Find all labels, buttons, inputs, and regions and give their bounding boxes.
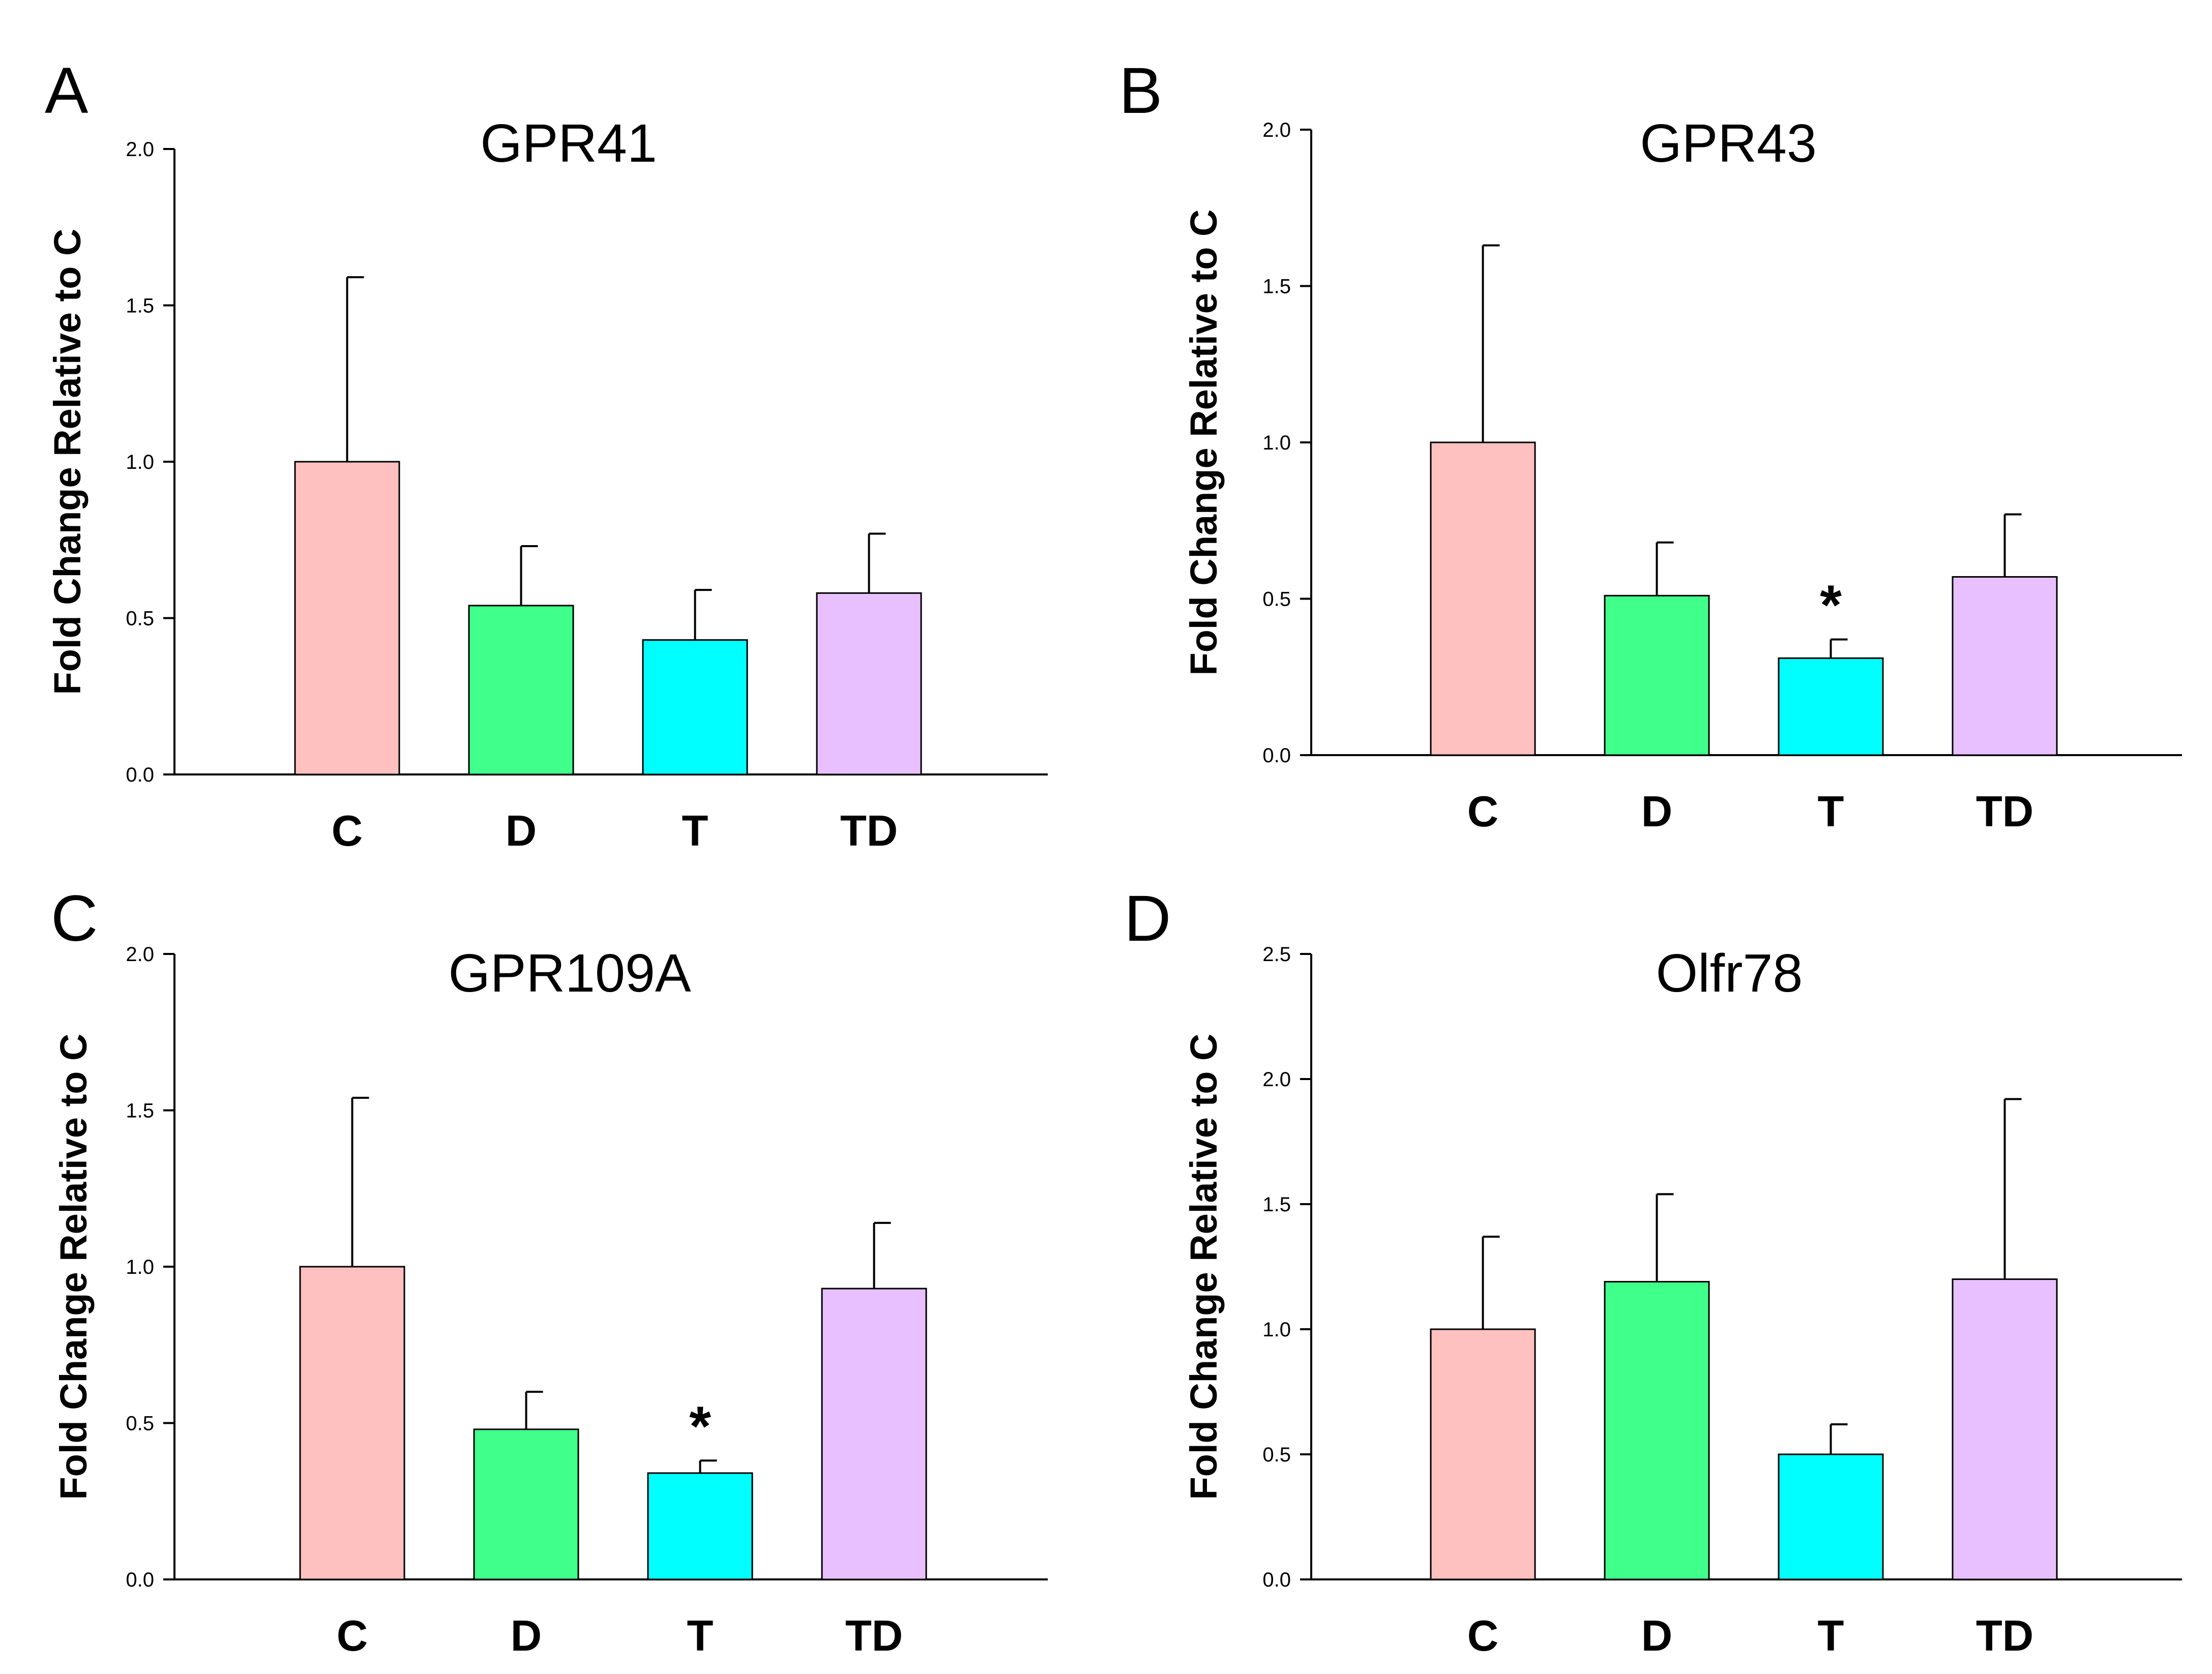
y-tick-label: 0.0: [1262, 1569, 1291, 1591]
category-label-t: T: [1818, 788, 1844, 836]
bar-t: [647, 1472, 753, 1580]
bar-td: [821, 1288, 927, 1580]
chart-panel-d: D Olfr78 Fold Change Relative to C 0.0 0.5 1.…: [1124, 882, 2182, 1660]
chart-title: GPR41: [480, 113, 657, 173]
y-axis-label: Fold Change Relative to C: [46, 229, 89, 695]
category-label-c: C: [1467, 788, 1498, 836]
y-tick-label: 1.0: [1262, 1319, 1291, 1341]
y-tick-label: 2.5: [1262, 943, 1291, 966]
chart-title: GPR109A: [448, 943, 691, 1003]
y-tick-label: 1.5: [1262, 276, 1291, 298]
category-label-d: D: [506, 807, 537, 855]
chart-panel-c: C GPR109A Fold Change Relative to C 0.0 0.5 1…: [51, 882, 1048, 1660]
y-tick-label: 0.5: [126, 1413, 154, 1435]
bar-c: [1430, 1328, 1536, 1580]
chart-panel-b: B GPR43 Fold Change Relative to C 0.0 0.5 1.0…: [1119, 54, 2182, 836]
y-tick-label: 2.0: [126, 943, 154, 966]
y-tick-label: 2.0: [1262, 119, 1291, 141]
category-label-c: C: [1467, 1612, 1498, 1660]
bar-t: [1778, 1453, 1884, 1580]
y-tick-label: 1.0: [1262, 432, 1291, 454]
y-tick-label: 0.0: [126, 1569, 154, 1591]
category-label-c: C: [332, 807, 363, 855]
category-label-c: C: [337, 1612, 368, 1660]
y-tick-label: 1.5: [126, 1100, 154, 1122]
y-tick-label: 0.5: [1262, 588, 1291, 611]
bar-t: [642, 639, 748, 775]
bar-td: [1952, 1278, 2058, 1580]
y-axis-label: Fold Change Relative to C: [1183, 210, 1225, 676]
bar-d: [468, 605, 574, 775]
category-label-d: D: [511, 1612, 542, 1660]
panel-letter: D: [1124, 882, 1171, 955]
y-tick-label: 0.0: [1262, 744, 1291, 767]
significance-marker: *: [1820, 574, 1842, 636]
bar-c: [294, 461, 400, 775]
chart-title: GPR43: [1640, 113, 1817, 173]
chart-panel-a: A GPR41 Fold Change Relative to C 0.0 0.5 1.0…: [45, 54, 1048, 855]
category-label-d: D: [1641, 788, 1672, 836]
bar-td: [1952, 576, 2058, 756]
bar-c: [1430, 441, 1536, 756]
y-tick-label: 0.0: [126, 764, 154, 786]
y-tick-label: 0.5: [1262, 1444, 1291, 1466]
category-label-td: TD: [1976, 1612, 2033, 1660]
panel-letter: C: [51, 882, 98, 955]
significance-marker: *: [689, 1395, 711, 1457]
y-tick-label: 2.0: [1262, 1068, 1291, 1091]
y-axis-label: Fold Change Relative to C: [1183, 1034, 1225, 1500]
category-label-td: TD: [845, 1612, 903, 1660]
category-label-td: TD: [1976, 788, 2033, 836]
category-label-d: D: [1641, 1612, 1672, 1660]
y-tick-label: 0.5: [126, 608, 154, 630]
category-label-t: T: [1818, 1612, 1844, 1660]
bar-td: [816, 592, 922, 775]
y-tick-label: 2.0: [126, 138, 154, 161]
panel-letter: B: [1119, 54, 1162, 127]
bar-t: [1778, 657, 1884, 756]
category-label-t: T: [682, 807, 709, 855]
bar-d: [1604, 594, 1710, 756]
panel-letter: A: [45, 54, 89, 127]
bar-d: [1604, 1281, 1710, 1580]
category-label-td: TD: [840, 807, 898, 855]
bar-d: [473, 1428, 579, 1580]
y-axis-label: Fold Change Relative to C: [52, 1034, 95, 1500]
category-label-t: T: [687, 1612, 714, 1660]
y-tick-label: 1.5: [1262, 1193, 1291, 1216]
chart-title: Olfr78: [1656, 943, 1803, 1003]
y-tick-label: 1.0: [126, 1256, 154, 1278]
bar-c: [299, 1266, 405, 1580]
y-tick-label: 1.5: [126, 295, 154, 317]
y-tick-label: 1.0: [126, 451, 154, 473]
